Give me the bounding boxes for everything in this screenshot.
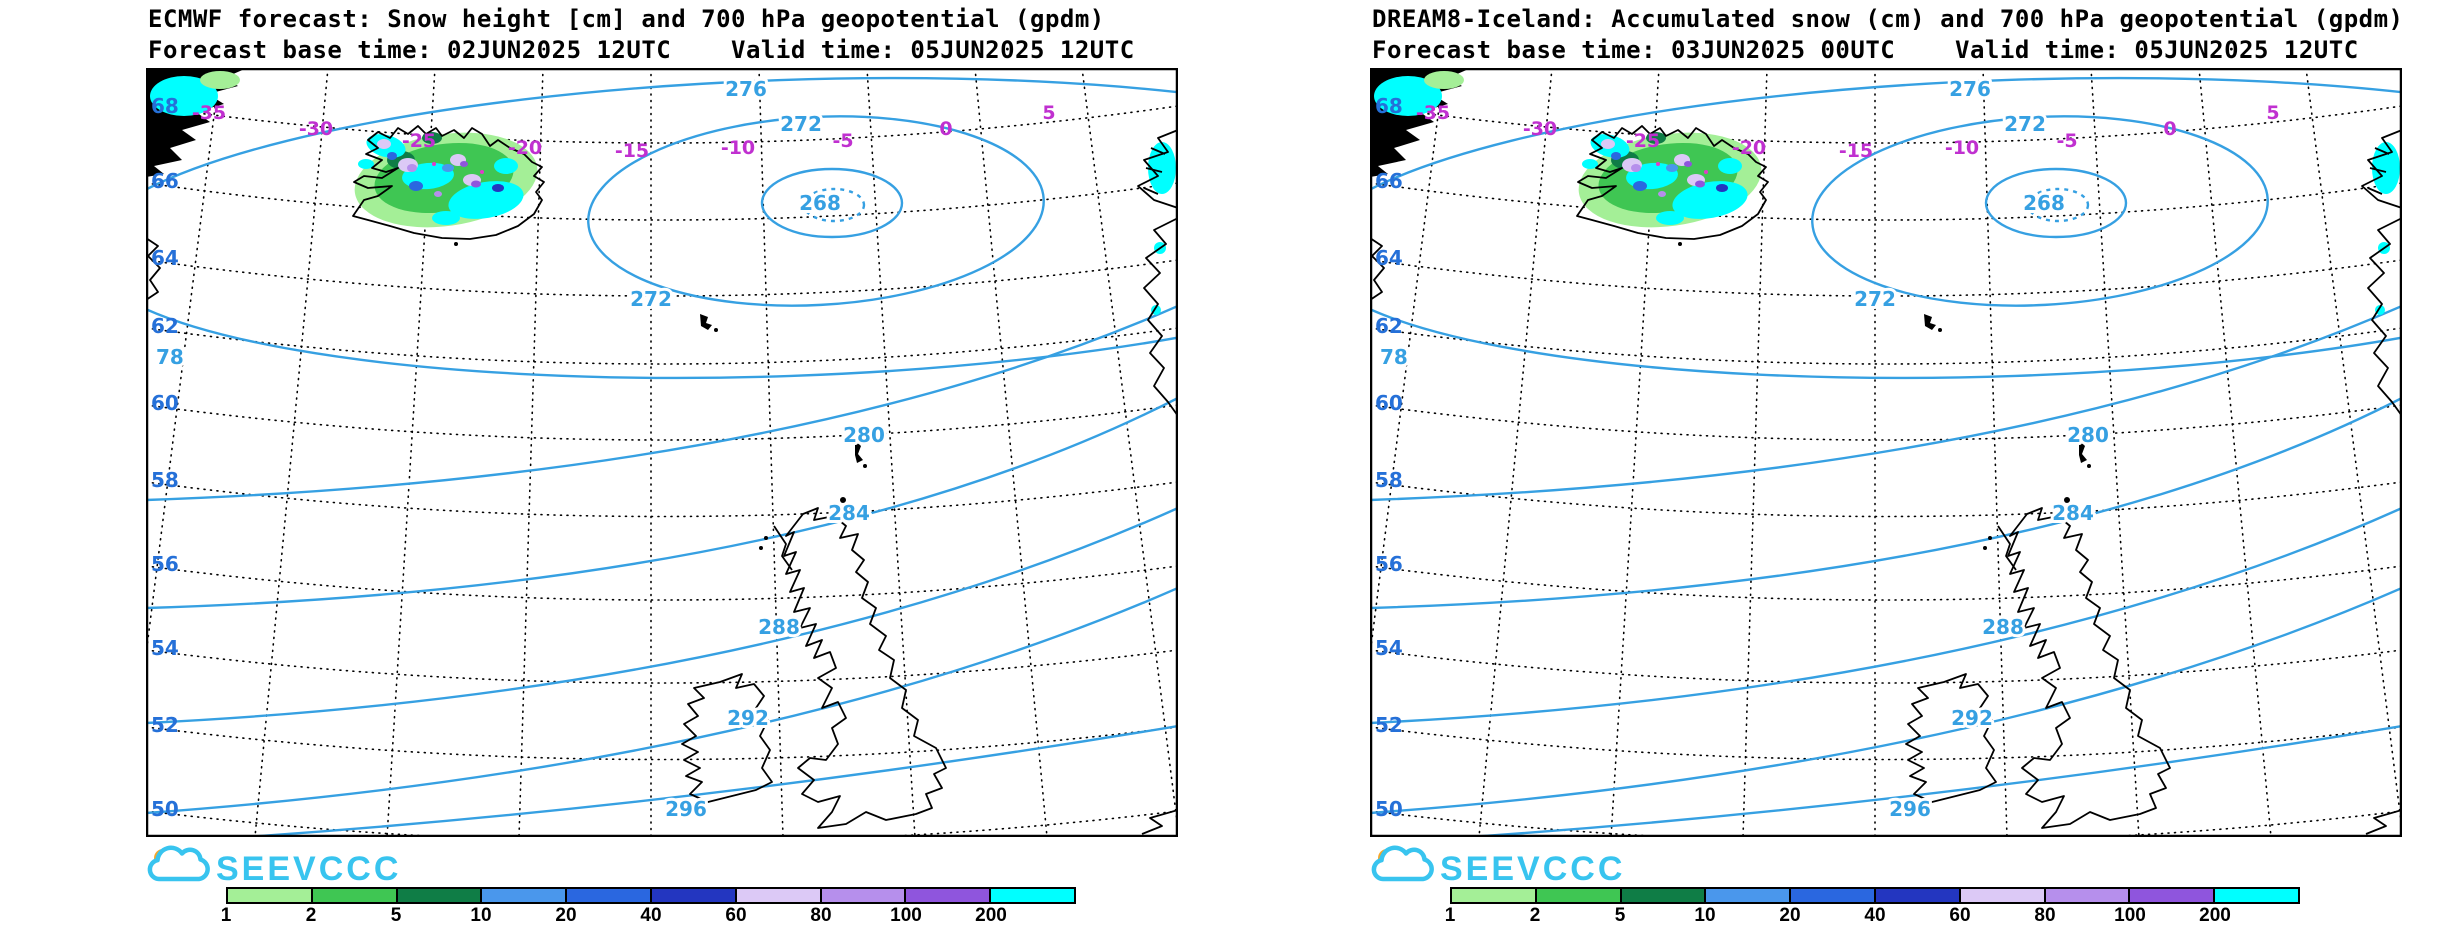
colorbar-cell: [1789, 889, 1874, 902]
colorbar-tick: 80: [2034, 905, 2056, 926]
seevccc-logo: SEEVCCC: [1370, 843, 1630, 889]
colorbar-tick: 1: [1444, 905, 1456, 926]
colorbar-cell: [1704, 889, 1790, 902]
colorbar-cell: [1452, 889, 1535, 902]
colorbar-cell: [228, 889, 311, 902]
colorbar-cell: [1534, 889, 1620, 902]
colorbar-tick: 100: [890, 905, 922, 926]
colorbar-cell: [734, 889, 820, 902]
map-base: [1370, 68, 2402, 837]
colorbar-tick: 10: [1694, 905, 1716, 926]
colorbar-cell: [480, 889, 566, 902]
colorbar-cell: [819, 889, 905, 902]
logo-text: SEEVCCC: [216, 850, 401, 888]
colorbar-cell: [2128, 889, 2214, 902]
page-subtitle: Forecast base time: 03JUN2025 00UTC Vali…: [1372, 36, 2359, 64]
colorbar-cell: [1619, 889, 1705, 902]
colorbar-cell: [395, 889, 481, 902]
colorbar-cell: [565, 889, 650, 902]
panel-ecmwf: ECMWF forecast: Snow height [cm] and 700…: [0, 0, 1224, 926]
map-ecmwf: [146, 68, 1178, 837]
panel-dream8: DREAM8-Iceland: Accumulated snow (cm) an…: [1224, 0, 2448, 926]
colorbar-tick: 40: [1864, 905, 1886, 926]
panel-dream8-titles: DREAM8-Iceland: Accumulated snow (cm) an…: [1372, 4, 2404, 66]
page-title: DREAM8-Iceland: Accumulated snow (cm) an…: [1372, 5, 2404, 33]
colorbar-tick: 1: [220, 905, 232, 926]
colorbar-tick: 2: [1529, 905, 1541, 926]
colorbar-tick: 20: [1779, 905, 1801, 926]
colorbar-tick: 200: [975, 905, 1007, 926]
colorbar-cell: [1958, 889, 2044, 902]
colorbar-cell: [1873, 889, 1959, 902]
map-dream8: [1370, 68, 2402, 837]
colorbar-cell: [904, 889, 990, 902]
colorbar-tick: 40: [640, 905, 662, 926]
map-base: [146, 68, 1178, 837]
colorbar-cells: [226, 887, 1076, 904]
colorbar-cell: [649, 889, 735, 902]
colorbar: 1 2 5 10 20 40 60 80 100 200: [221, 887, 1076, 926]
colorbar-tick: 60: [1949, 905, 1971, 926]
page-subtitle: Forecast base time: 02JUN2025 12UTC Vali…: [148, 36, 1135, 64]
seevccc-logo: SEEVCCC: [146, 843, 406, 889]
colorbar-tick: 10: [470, 905, 492, 926]
colorbar: 1 2 5 10 20 40 60 80 100 200: [1445, 887, 2300, 926]
colorbar-cells: [1450, 887, 2300, 904]
colorbar-cell: [310, 889, 396, 902]
colorbar-tick: 2: [305, 905, 317, 926]
colorbar-ticks: 1 2 5 10 20 40 60 80 100 200: [1445, 905, 2300, 926]
colorbar-cell: [2213, 889, 2298, 902]
colorbar-tick: 80: [810, 905, 832, 926]
colorbar-cell: [2043, 889, 2129, 902]
page-title: ECMWF forecast: Snow height [cm] and 700…: [148, 5, 1105, 33]
colorbar-tick: 20: [555, 905, 577, 926]
colorbar-tick: 100: [2114, 905, 2146, 926]
logo-text: SEEVCCC: [1440, 850, 1625, 888]
colorbar-ticks: 1 2 5 10 20 40 60 80 100 200: [221, 905, 1076, 926]
colorbar-tick: 200: [2199, 905, 2231, 926]
colorbar-cell: [989, 889, 1074, 902]
panel-ecmwf-titles: ECMWF forecast: Snow height [cm] and 700…: [148, 4, 1135, 66]
colorbar-tick: 5: [1614, 905, 1626, 926]
colorbar-tick: 60: [725, 905, 747, 926]
colorbar-tick: 5: [390, 905, 402, 926]
